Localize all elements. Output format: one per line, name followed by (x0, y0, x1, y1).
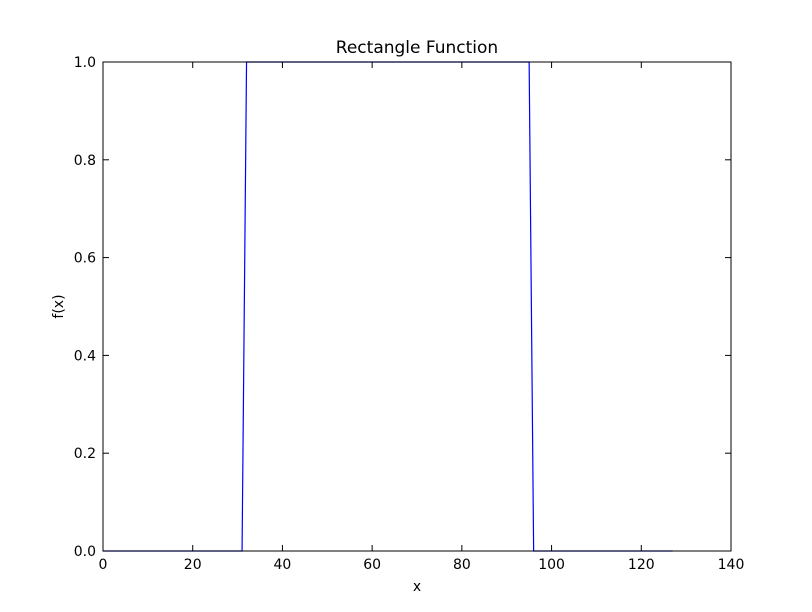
y-tick-label: 0.0 (74, 544, 96, 560)
x-tick-label: 100 (538, 557, 565, 573)
x-tick-label: 20 (184, 557, 202, 573)
y-tick-label: 0.2 (74, 446, 96, 462)
x-tick-label: 140 (718, 557, 745, 573)
plot-area: 0 20 40 60 80 100 120 140 0.0 0.2 0.4 0.6 0.8 1.0 (74, 55, 745, 573)
x-tick-label: 60 (363, 557, 381, 573)
x-tick-label: 80 (453, 557, 471, 573)
chart-title: Rectangle Function (336, 38, 498, 58)
x-tick-label: 0 (99, 557, 108, 573)
y-axis-label: f(x) (51, 294, 67, 318)
x-tick-label: 40 (274, 557, 292, 573)
y-tick-label: 0.4 (74, 348, 96, 364)
x-axis-label: x (413, 579, 421, 595)
x-tick-label: 120 (628, 557, 655, 573)
y-axis-ticks: 0.0 0.2 0.4 0.6 0.8 1.0 (74, 55, 731, 560)
y-tick-label: 0.6 (74, 251, 96, 267)
axes-frame (102, 61, 732, 552)
x-axis-ticks: 0 20 40 60 80 100 120 140 (99, 62, 745, 573)
y-tick-label: 0.8 (74, 153, 96, 169)
y-tick-label: 1.0 (74, 55, 96, 71)
